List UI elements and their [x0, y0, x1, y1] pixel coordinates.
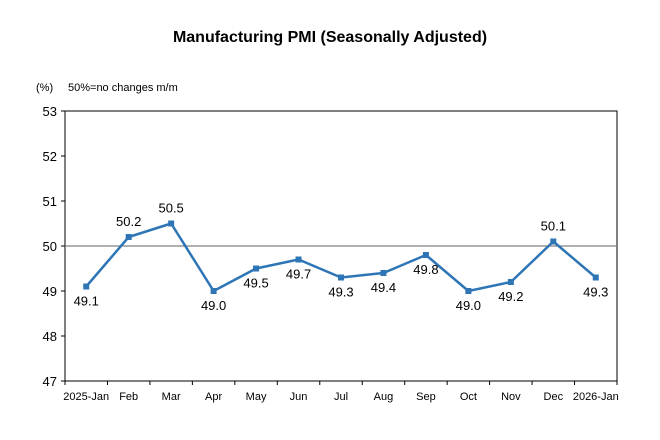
- series-group: [83, 220, 599, 294]
- data-label: 50.5: [158, 201, 183, 216]
- data-label-group: 49.1 50.2 50.5 49.0 49.5 49.7 49.3 49.4 49.8 49.0…: [74, 201, 609, 314]
- y-tick-label: 48: [43, 329, 57, 344]
- x-tick-label: Apr: [205, 391, 222, 403]
- data-point: [592, 274, 599, 281]
- data-label: 49.8: [413, 262, 438, 277]
- y-tick-label: 49: [43, 284, 57, 299]
- data-point: [507, 279, 514, 285]
- y-tick-label: 50: [43, 239, 57, 254]
- x-tick-label: May: [246, 391, 267, 403]
- x-tick-label: 2025-Jan: [63, 391, 109, 403]
- data-point: [168, 220, 175, 227]
- chart-title: Manufacturing PMI (Seasonally Adjusted): [173, 29, 487, 46]
- baseline-note: 50%=no changes m/m: [68, 82, 178, 94]
- data-point: [465, 288, 472, 294]
- data-point: [125, 234, 132, 240]
- data-label: 49.7: [286, 267, 311, 282]
- x-tick-label: Jun: [290, 391, 308, 403]
- x-tick-label: Sep: [416, 391, 436, 403]
- y-tick-label: 53: [43, 104, 57, 119]
- data-point: [380, 270, 387, 276]
- data-point: [83, 283, 90, 290]
- data-label: 49.0: [201, 298, 226, 313]
- x-axis: 2025-Jan Feb Mar Apr May Jun Jul Aug Sep Oct Nov De…: [63, 381, 619, 403]
- data-point: [295, 256, 302, 263]
- x-tick-label: Dec: [544, 391, 564, 403]
- series-line: [85, 222, 597, 293]
- x-tick-label: 2026-Jan: [573, 391, 619, 403]
- y-tick-label: 47: [43, 374, 57, 389]
- data-point: [210, 288, 217, 294]
- y-axis: 47 48 49 50 51 52 53: [43, 104, 65, 389]
- x-tick-label: Nov: [501, 391, 521, 403]
- data-point: [338, 274, 344, 281]
- data-label: 49.2: [498, 289, 523, 304]
- data-label: 49.5: [243, 276, 268, 291]
- data-point: [422, 252, 429, 258]
- data-point: [550, 238, 557, 245]
- y-axis-unit-label: (%): [36, 82, 53, 94]
- y-tick-label: 51: [43, 194, 57, 209]
- x-tick-label: Jul: [334, 391, 348, 403]
- y-tick-label: 52: [43, 149, 57, 164]
- data-label: 49.4: [371, 280, 396, 295]
- x-tick-label: Aug: [374, 391, 394, 403]
- x-tick-label: Mar: [162, 391, 181, 403]
- data-label: 49.1: [74, 294, 99, 309]
- data-label: 49.0: [456, 298, 481, 313]
- data-label: 49.3: [328, 285, 353, 300]
- data-point: [253, 265, 260, 272]
- data-label: 50.1: [541, 219, 566, 234]
- data-label: 49.3: [583, 285, 608, 300]
- data-label: 50.2: [116, 214, 141, 229]
- x-tick-label: Feb: [119, 391, 138, 403]
- x-tick-label: Oct: [460, 391, 477, 403]
